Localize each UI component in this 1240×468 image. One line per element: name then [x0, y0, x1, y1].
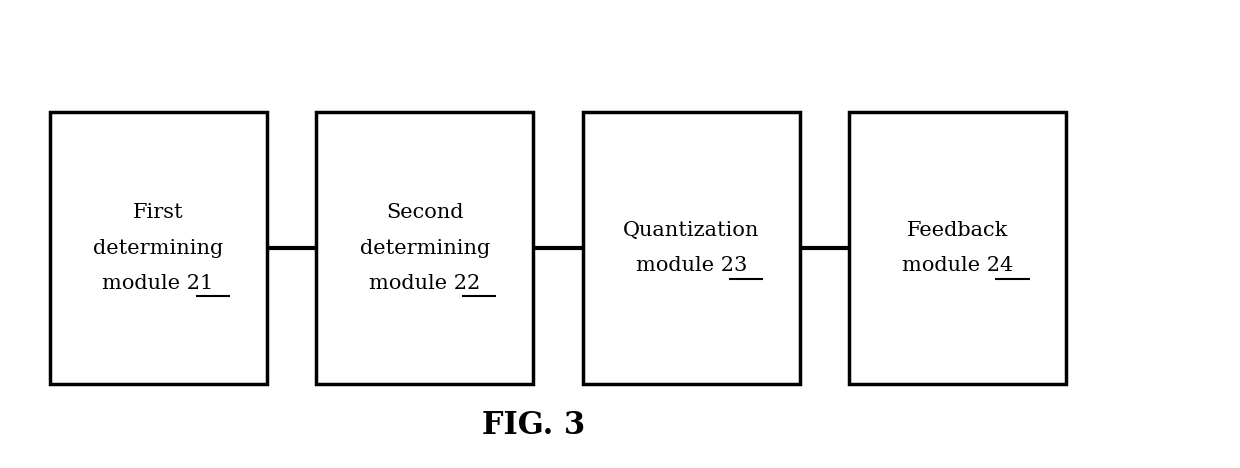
Text: 23: 23 [678, 256, 704, 275]
Text: module: module [115, 274, 201, 292]
Text: Second: Second [386, 204, 464, 222]
FancyBboxPatch shape [50, 112, 267, 384]
Text: 24: 24 [945, 256, 971, 275]
Text: module: module [649, 256, 734, 275]
Text: Feedback: Feedback [908, 221, 1008, 240]
FancyBboxPatch shape [316, 112, 533, 384]
Text: module: module [915, 256, 1001, 275]
Text: 21: 21 [145, 274, 171, 292]
Text: determining: determining [360, 239, 490, 257]
Text: module 21: module 21 [103, 274, 213, 292]
Text: Quantization: Quantization [624, 221, 759, 240]
Text: module: module [382, 274, 467, 292]
Text: 22: 22 [412, 274, 438, 292]
Text: FIG. 3: FIG. 3 [481, 410, 585, 441]
Text: module 24: module 24 [903, 256, 1013, 275]
Text: module 22: module 22 [370, 274, 480, 292]
FancyBboxPatch shape [849, 112, 1066, 384]
Text: First: First [133, 204, 184, 222]
FancyBboxPatch shape [583, 112, 800, 384]
Text: determining: determining [93, 239, 223, 257]
Text: module 23: module 23 [636, 256, 746, 275]
